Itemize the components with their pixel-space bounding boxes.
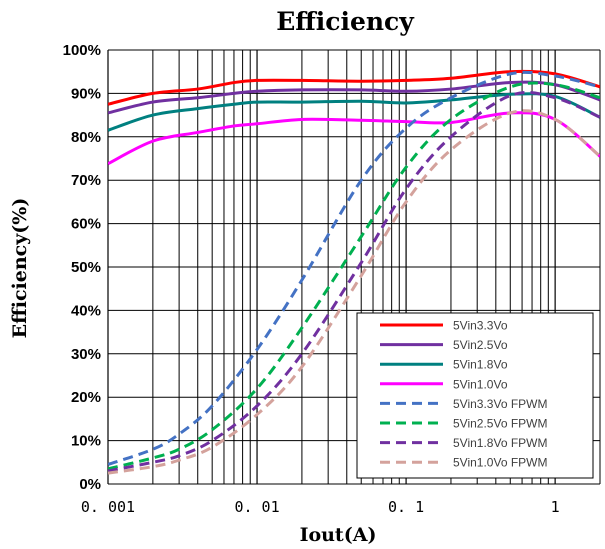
y-tick-label: 90% (71, 85, 101, 102)
legend-entry: 5Vin2.5Vo FPWM (453, 417, 548, 431)
y-tick-label: 100% (63, 42, 101, 59)
y-tick-label: 20% (71, 389, 101, 406)
legend-box (356, 312, 594, 479)
x-tick-label: 0. 1 (388, 498, 424, 516)
series-line-2 (108, 80, 600, 115)
x-axis-label: Iout(A) (300, 524, 377, 546)
y-axis-label: Efficiency(%) (9, 198, 31, 339)
legend: 5Vin3.3Vo 5Vin2.5Vo 5Vin1.8Vo 5Vin1.0Vo 5Vin… (356, 312, 594, 479)
y-tick-label: 60% (71, 216, 101, 233)
series-line-7 (108, 90, 600, 473)
series-line-3 (108, 92, 600, 132)
series-line-6 (108, 81, 600, 471)
y-axis-ticks: 0% 10% 20% 30% 40% 50% 60% 70% 80% 90% 100% (63, 42, 101, 493)
x-tick-label: 1 (551, 498, 560, 516)
y-tick-label: 40% (71, 302, 101, 319)
series-line-1 (108, 69, 600, 106)
chart-title: Efficiency (276, 7, 415, 36)
legend-entry: 5Vin1.0Vo FPWM (453, 456, 548, 470)
y-tick-label: 50% (71, 259, 101, 276)
series-line-4 (108, 111, 600, 166)
x-tick-label: 0. 001 (81, 498, 135, 516)
y-tick-label: 0% (79, 476, 101, 493)
legend-entry: 5Vin1.8Vo FPWM (453, 436, 548, 450)
legend-entry: 5Vin3.3Vo FPWM (453, 397, 548, 411)
x-tick-label: 0. 01 (234, 498, 279, 516)
y-tick-label: 30% (71, 346, 101, 363)
legend-entry: 5Vin3.3Vo (453, 319, 508, 333)
y-tick-label: 70% (71, 172, 101, 189)
series-line-5 (108, 70, 600, 466)
legend-entry: 5Vin2.5Vo (453, 338, 508, 352)
y-tick-label: 80% (71, 129, 101, 146)
x-axis-ticks: 0. 001 0. 01 0. 1 1 (81, 498, 560, 516)
legend-entry: 5Vin1.8Vo (453, 358, 508, 372)
legend-entry: 5Vin1.0Vo (453, 377, 508, 391)
series-line-8 (108, 109, 600, 475)
y-tick-label: 10% (71, 433, 101, 450)
series-layer (108, 69, 600, 475)
